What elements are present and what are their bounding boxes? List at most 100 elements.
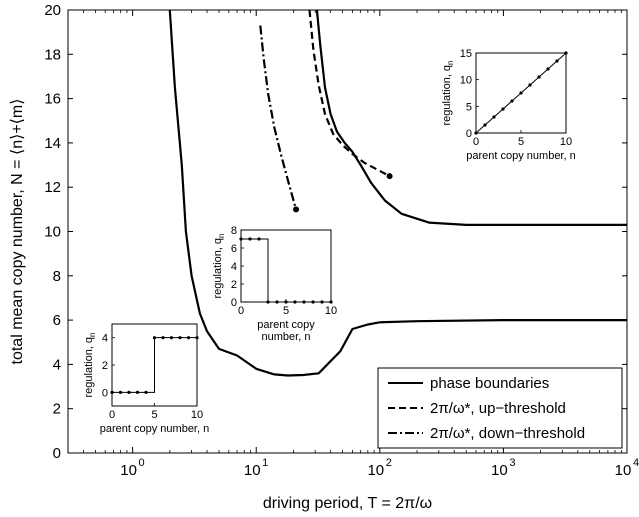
x-axis-label: driving period, T = 2π/ω — [263, 495, 432, 512]
inset-y-axis-label-sub: n — [217, 234, 226, 238]
x-tick-exponent: 0 — [139, 457, 145, 469]
inset-data-point — [483, 123, 487, 127]
x-tick-label: 10 — [367, 462, 384, 479]
inset-data-point — [135, 390, 140, 394]
inset-data-point — [266, 300, 270, 304]
inset-data-point — [239, 237, 243, 241]
inset-y-axis-label: regulation, qn — [83, 333, 97, 398]
inset-y-axis-label: regulation, qn — [441, 61, 455, 126]
inset-data-point — [555, 59, 559, 63]
y-tick-label: 20 — [44, 2, 61, 19]
inset-data-point — [144, 390, 148, 394]
inset-y-axis-label-main: regulation, q — [212, 238, 224, 299]
inset-x-axis-label: number, n — [262, 331, 311, 343]
inset-data-point — [110, 390, 114, 394]
inset-x-tick-label: 0 — [109, 409, 115, 421]
inset-data-point — [546, 67, 550, 71]
x-tick-exponent: 2 — [386, 457, 392, 469]
inset-data-point — [492, 115, 496, 119]
inset-data-point — [275, 300, 279, 304]
inset-y-axis-label-sub: n — [446, 61, 455, 65]
inset-x-tick-label: 5 — [283, 305, 289, 317]
up-threshold-line — [308, 10, 391, 178]
inset-data-point — [169, 336, 174, 340]
inset-data-point — [248, 237, 252, 241]
inset-y-tick-label: 15 — [460, 48, 472, 60]
series-end-marker — [293, 206, 300, 213]
inset-frame — [240, 229, 332, 303]
inset-up-step-regulation: 0 5 10 0 2 4 parent copy number, n regulation, … — [83, 323, 209, 435]
legend-box — [377, 367, 623, 449]
legend: phase boundaries 2π/ω*, up−threshold 2π/ω*… — [377, 367, 623, 449]
inset-data-point — [152, 336, 157, 340]
x-tick-exponent: 4 — [633, 457, 639, 469]
inset-x-axis-label: parent copy number, n — [100, 423, 209, 435]
phase-boundary-lower — [168, 10, 627, 377]
y-tick-label: 18 — [44, 46, 61, 63]
inset-data-point — [329, 300, 333, 304]
inset-y-tick-label: 2 — [102, 360, 108, 372]
inset-data-point — [293, 300, 297, 304]
y-tick-label: 10 — [44, 224, 61, 241]
x-tick-label: 10 — [491, 462, 508, 479]
inset-data-point — [501, 107, 505, 111]
inset-y-tick-label: 10 — [460, 75, 472, 87]
inset-x-tick-label: 10 — [560, 136, 572, 148]
down-threshold-line — [259, 25, 298, 210]
inset-data-point — [257, 237, 261, 241]
inset-data-point — [178, 336, 182, 340]
x-tick-label: 10 — [120, 462, 137, 479]
x-tick-label: 10 — [615, 462, 632, 479]
inset-x-tick-label: 0 — [473, 136, 479, 148]
inset-y-axis-label-sub: n — [88, 333, 97, 337]
inset-data-point — [537, 75, 541, 79]
inset-y-axis-label-main: regulation, q — [83, 337, 95, 398]
inset-data-point — [118, 390, 123, 394]
y-axis-label: total mean copy number, N = ⟨n⟩+⟨m⟩ — [9, 99, 26, 365]
inset-y-tick-label: 4 — [102, 333, 108, 345]
x-tick-label: 10 — [244, 462, 261, 479]
inset-y-tick-label: 8 — [231, 225, 237, 237]
inset-data-point — [284, 300, 288, 304]
inset-x-tick-label: 5 — [151, 409, 157, 421]
series-end-marker — [386, 173, 393, 180]
inset-data-point — [510, 99, 514, 103]
inset-x-tick-label: 5 — [518, 136, 524, 148]
inset-y-tick-label: 4 — [231, 261, 237, 273]
inset-y-tick-label: 5 — [466, 101, 472, 113]
inset-data-point — [195, 336, 199, 340]
inset-data-point — [474, 131, 478, 135]
y-tick-label: 14 — [44, 135, 61, 152]
inset-y-tick-label: 6 — [231, 243, 237, 255]
inset-data-point — [302, 300, 306, 304]
inset-data-point — [519, 91, 523, 95]
inset-y-tick-label: 0 — [466, 128, 472, 140]
phase-boundary-upper — [315, 10, 627, 226]
legend-entry: 2π/ω*, up−threshold — [430, 400, 566, 417]
y-tick-label: 4 — [53, 356, 61, 373]
x-tick-exponent: 3 — [509, 457, 515, 469]
legend-entry: 2π/ω*, down−threshold — [430, 425, 585, 442]
inset-x-axis-label: parent copy — [257, 319, 315, 331]
x-tick-exponent: 1 — [262, 457, 268, 469]
y-tick-label: 0 — [53, 445, 61, 462]
inset-data-point — [311, 300, 315, 304]
inset-x-tick-label: 0 — [238, 305, 244, 317]
inset-data-point — [186, 336, 191, 340]
inset-data-point — [528, 83, 532, 87]
y-tick-label: 8 — [53, 268, 61, 285]
y-tick-label: 2 — [53, 401, 61, 418]
inset-data-point — [161, 336, 165, 340]
legend-entry: phase boundaries — [430, 375, 549, 392]
inset-x-axis-label: parent copy number, n — [466, 150, 575, 162]
inset-y-tick-label: 0 — [231, 297, 237, 309]
inset-x-tick-label: 10 — [191, 409, 203, 421]
y-tick-label: 6 — [53, 312, 61, 329]
inset-x-tick-label: 10 — [325, 305, 337, 317]
inset-linear-regulation: 0 5 10 0 5 10 15 parent copy number, n regulatio… — [441, 48, 576, 162]
inset-y-tick-label: 2 — [231, 279, 237, 291]
inset-y-axis-label: regulation, qn — [212, 234, 226, 299]
